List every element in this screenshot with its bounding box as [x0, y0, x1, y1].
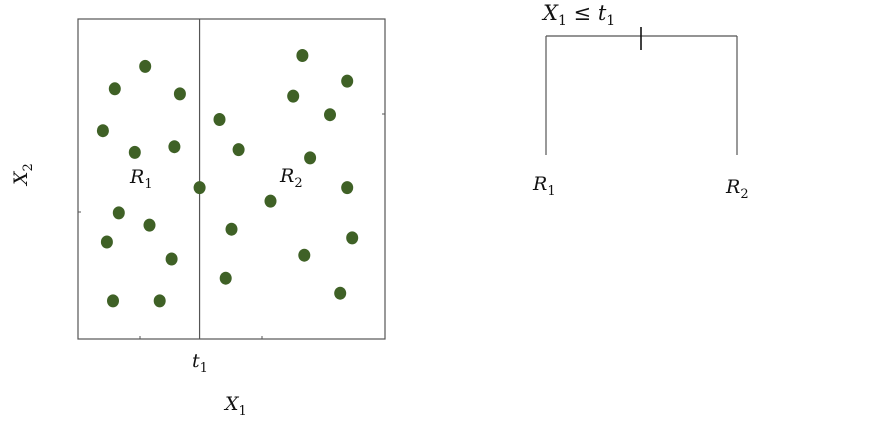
data-point: [296, 49, 309, 62]
data-point: [225, 222, 238, 236]
split-threshold-label: t1: [192, 350, 208, 376]
data-point: [213, 113, 226, 126]
data-point: [287, 89, 300, 103]
data-point: [153, 294, 166, 308]
data-point: [193, 181, 206, 195]
data-point: [173, 87, 186, 101]
data-points-layer: [96, 49, 359, 308]
data-point: [298, 248, 311, 262]
x-axis-label: X1: [223, 393, 247, 419]
data-point: [324, 108, 336, 122]
data-point: [346, 231, 359, 245]
data-point: [128, 145, 141, 159]
decision-tree-panel: X1 ≤ t1 R1 R2: [532, 1, 749, 202]
feature-space-panel: R1 R2 t1 X1 X2: [10, 18, 386, 419]
data-point: [165, 252, 178, 266]
data-point: [341, 181, 354, 195]
root-split-label: X1 ≤ t1: [541, 1, 615, 29]
y-axis-label: X2: [10, 163, 36, 187]
data-point: [219, 271, 232, 285]
region-2-label: R2: [279, 165, 303, 191]
data-point: [139, 59, 152, 73]
data-point: [168, 140, 181, 154]
data-point: [100, 235, 113, 249]
data-point: [334, 286, 347, 300]
data-point: [341, 74, 354, 88]
feature-space-frame: [77, 18, 386, 340]
data-point: [232, 143, 245, 157]
data-point: [96, 124, 109, 138]
tree-leaf-left-label: R1: [532, 173, 556, 199]
region-1-label: R1: [129, 166, 153, 192]
data-point: [107, 294, 119, 308]
data-point: [304, 151, 317, 165]
data-point: [264, 194, 277, 208]
data-point: [112, 206, 125, 220]
tree-leaf-right-label: R2: [725, 176, 749, 202]
data-point: [143, 218, 156, 232]
data-point: [108, 82, 121, 96]
